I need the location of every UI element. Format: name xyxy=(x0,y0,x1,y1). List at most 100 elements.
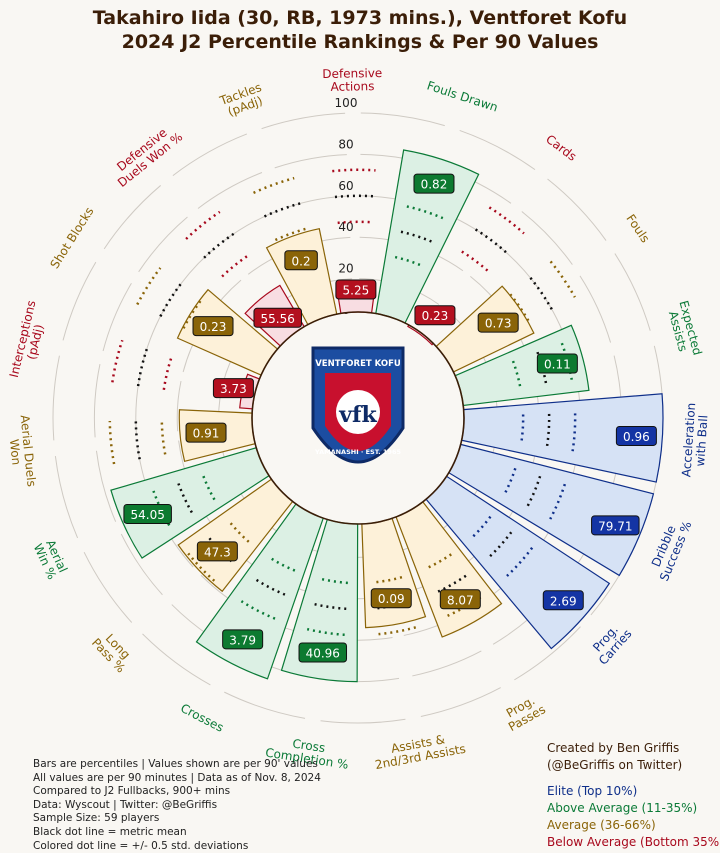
gridline-arc xyxy=(495,243,540,290)
mean-dot-line xyxy=(254,578,286,596)
value-label: 0.82 xyxy=(413,173,455,194)
std-dot-line xyxy=(394,255,424,268)
metric-label: AerialWin % xyxy=(31,536,71,582)
value-box xyxy=(335,279,377,300)
value-box xyxy=(284,250,318,271)
legend-elite: Elite (Top 10%) xyxy=(547,784,638,798)
value-box xyxy=(196,541,238,562)
value-text: 3.73 xyxy=(220,382,247,396)
value-text: 3.79 xyxy=(229,633,256,647)
gridline-arc xyxy=(420,687,501,717)
value-text: 0.96 xyxy=(623,430,650,444)
mean-dot-line xyxy=(545,413,551,448)
value-text: 5.25 xyxy=(343,284,370,298)
std-dot-line xyxy=(337,220,372,225)
note-line: Sample Size: 59 players xyxy=(33,812,160,825)
gridline-arc xyxy=(222,210,278,242)
value-box xyxy=(212,378,254,399)
gridline-arc xyxy=(172,248,215,296)
gridline-arc xyxy=(287,195,349,208)
value-box xyxy=(413,173,455,194)
radial-tick-label: 40 xyxy=(338,220,353,234)
gridline-arc xyxy=(103,185,161,250)
value-box xyxy=(123,503,172,524)
gridline-arc xyxy=(274,154,347,169)
gridline-arc xyxy=(320,718,406,724)
std-dot-line xyxy=(240,600,276,620)
metric-label: Prog.Carries xyxy=(586,618,634,668)
value-text: 54.05 xyxy=(130,508,164,522)
std-dot-line xyxy=(425,553,452,570)
mean-dot-line xyxy=(203,232,235,259)
bar-1 xyxy=(407,324,435,346)
std-dot-line xyxy=(406,205,444,220)
mean-dot-line xyxy=(536,351,548,385)
gridline-arc xyxy=(135,372,141,435)
value-text: 0.23 xyxy=(422,309,449,323)
value-label: 79.71 xyxy=(591,515,640,536)
metric-label: Shot Blocks xyxy=(47,205,96,272)
value-label: 8.07 xyxy=(439,589,481,610)
value-label: 0.2 xyxy=(284,250,318,271)
credit-block: Created by Ben Griffis (@BeGriffis on Tw… xyxy=(547,740,720,851)
metric-label: Interceptions(pAdj) xyxy=(7,299,51,382)
value-box xyxy=(370,588,412,609)
std-dot-line xyxy=(509,293,531,324)
legend-average: Average (36-66%) xyxy=(547,818,656,832)
mean-dot-line xyxy=(436,574,467,594)
gridline-arc xyxy=(514,626,581,681)
logo-top-text: VENTFORET KOFU xyxy=(315,359,401,369)
radial-tick-label: 20 xyxy=(338,262,353,276)
value-label: 5.25 xyxy=(335,279,377,300)
value-label: 0.23 xyxy=(192,316,234,337)
mean-dot-line xyxy=(134,420,141,460)
value-text: 0.11 xyxy=(544,357,571,371)
credit-line2: (@BeGriffis on Twitter) xyxy=(547,758,683,772)
value-text: 0.2 xyxy=(292,254,311,268)
mean-dot-line xyxy=(136,347,149,387)
std-dot-line xyxy=(319,577,348,585)
value-text: 40.96 xyxy=(306,646,340,660)
value-text: 0.09 xyxy=(378,592,405,606)
gridline-arc xyxy=(459,129,536,171)
gridline-arc xyxy=(197,172,263,209)
mean-dot-line xyxy=(312,602,347,611)
value-box xyxy=(536,353,578,374)
gridline-arc xyxy=(142,633,211,686)
gridline-arc xyxy=(83,551,133,623)
gridline-arc xyxy=(360,112,445,127)
std-dot-line xyxy=(306,627,345,636)
chart-title-line1: Takahiro Iida (30, RB, 1973 mins.), Vent… xyxy=(92,7,628,29)
gridline-arc xyxy=(95,450,117,522)
gridline-arc xyxy=(172,133,248,176)
metric-label: LongPass % xyxy=(89,627,137,676)
note-line: Bars are percentiles | Values shown are … xyxy=(33,758,318,770)
note-line: Compared to J2 Fullbacks, 900+ mins xyxy=(33,785,231,798)
gridline-arc xyxy=(138,216,188,273)
metric-label: Fouls xyxy=(623,212,652,246)
mean-dot-line xyxy=(176,481,193,514)
std-dot-line xyxy=(332,168,376,173)
note-line: Data: Wyscout | Twitter: @BeGriffis xyxy=(33,798,218,811)
club-logo-icon: VENTFORET KOFU vfk YAMANASHI · EST. 1965 xyxy=(311,346,405,464)
std-dot-line xyxy=(108,420,116,465)
metric-label: Crosses xyxy=(178,701,226,735)
value-label: 0.09 xyxy=(370,588,412,609)
value-box xyxy=(222,629,264,650)
std-dot-line xyxy=(511,360,522,390)
value-text: 47.3 xyxy=(204,545,231,559)
std-dot-line xyxy=(506,546,534,577)
metric-label: Assists &2nd/3rd Assists xyxy=(371,729,466,772)
metric-label: Cards xyxy=(543,132,579,164)
mean-dot-line xyxy=(159,282,183,317)
value-text: 0.73 xyxy=(485,317,512,331)
metric-label: DefensiveDuels Won % xyxy=(107,119,185,190)
value-text: 8.07 xyxy=(447,593,474,607)
mean-dot-line xyxy=(474,228,508,254)
logo-vfk-text: vfk xyxy=(338,402,377,428)
note-line: Black dot line = metric mean xyxy=(33,825,187,838)
std-dot-line xyxy=(160,420,167,455)
gridline-arc xyxy=(176,380,182,432)
logo-ribbon-text: YAMANASHI · EST. 1965 xyxy=(314,448,401,456)
std-dot-line xyxy=(201,473,216,501)
